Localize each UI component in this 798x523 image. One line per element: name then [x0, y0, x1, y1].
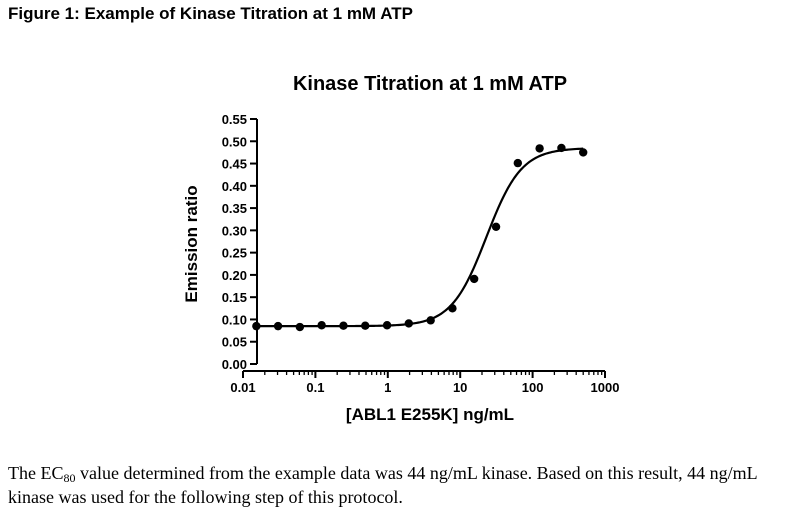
- x-tick-label: 10: [453, 380, 467, 395]
- data-point: [295, 322, 305, 332]
- y-tick-label: 0.15: [222, 290, 247, 305]
- x-axis-label: [ABL1 E255K] ng/mL: [346, 405, 514, 424]
- y-tick-label: 0.45: [222, 157, 247, 172]
- data-points: [252, 143, 588, 332]
- figure-title: Figure 1: Example of Kinase Titration at…: [8, 4, 413, 23]
- x-tick-label: 1: [384, 380, 391, 395]
- x-axis: 0.01 0.1 1 10 100 1000: [230, 370, 620, 395]
- data-point: [426, 316, 435, 325]
- y-axis-label: Emission ratio: [182, 185, 201, 302]
- x-tick-label: 0.01: [230, 380, 255, 395]
- y-tick-label: 0.05: [222, 335, 247, 350]
- x-tick-label: 1000: [591, 380, 620, 395]
- data-point: [361, 321, 370, 330]
- data-point: [557, 143, 566, 153]
- chart-title: Kinase Titration at 1 mM ATP: [293, 73, 567, 95]
- x-tick-label: 0.1: [306, 380, 324, 395]
- data-point: [448, 304, 457, 313]
- chart: Kinase Titration at 1 mM ATP 0.00 0.05 0.1…: [182, 73, 620, 424]
- y-tick-label: 0.40: [222, 179, 247, 194]
- y-tick-label: 0.50: [222, 134, 247, 149]
- data-point: [469, 274, 479, 284]
- data-point: [273, 321, 283, 331]
- y-tick-label: 0.10: [222, 312, 247, 327]
- y-tick-label: 0.00: [222, 357, 247, 372]
- y-axis: 0.00 0.05 0.10 0.15 0.20 0.25 0.30 0.35 0.40 0.45…: [222, 112, 258, 372]
- caption-subscript: 80: [63, 471, 76, 485]
- fit-curve: [256, 147, 584, 328]
- caption: The EC80 value determined from the examp…: [8, 461, 794, 509]
- y-tick-label: 0.30: [222, 223, 247, 238]
- y-tick-label: 0.55: [222, 112, 247, 127]
- x-tick-label: 100: [522, 380, 544, 395]
- data-point: [513, 158, 523, 168]
- data-point: [339, 321, 348, 330]
- data-point: [491, 222, 501, 231]
- chart-svg: Kinase Titration at 1 mM ATP 0.00 0.05 0.1…: [182, 73, 620, 424]
- data-point: [404, 319, 413, 328]
- caption-part2: value determined from the example data w…: [8, 463, 757, 507]
- y-tick-label: 0.20: [222, 268, 247, 283]
- y-tick-label: 0.25: [222, 246, 247, 261]
- y-tick-label: 0.35: [222, 201, 247, 216]
- data-point: [579, 148, 588, 157]
- data-point: [317, 321, 326, 330]
- data-point: [382, 321, 392, 330]
- data-point: [535, 144, 544, 153]
- data-point: [252, 321, 261, 331]
- caption-part1: The EC: [8, 463, 64, 483]
